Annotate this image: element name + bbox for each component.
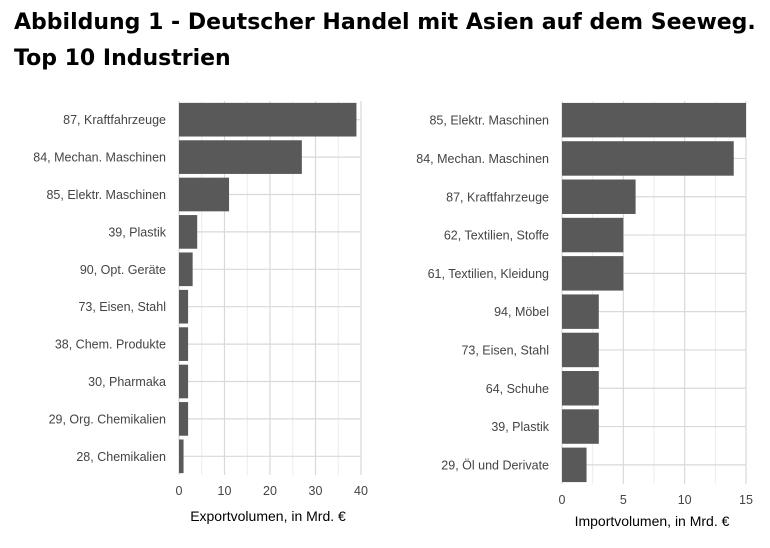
export-category-label: 28, Chemikalien <box>76 450 166 464</box>
figure-title-line-1: Abbildung 1 - Deutscher Handel mit Asien… <box>14 10 756 35</box>
export-bar <box>179 289 189 324</box>
import-category-label: 64, Schuhe <box>486 382 549 396</box>
figure-title-line-2: Top 10 Industrien <box>14 46 231 71</box>
import-bar <box>562 371 599 406</box>
export-category-label: 84, Mechan. Maschinen <box>33 151 166 165</box>
export-tick-label: 40 <box>354 484 368 498</box>
export-bar <box>179 252 193 287</box>
export-category-label: 87, Kraftfahrzeuge <box>63 113 166 127</box>
import-category-label: 39, Plastik <box>491 420 549 434</box>
import-bar <box>562 409 599 444</box>
import-chart: 85, Elektr. Maschinen 84, Mechan. Maschin… <box>416 101 753 529</box>
import-category-label: 29, Öl und Derivate <box>441 458 549 472</box>
export-axis-title: Exportvolumen, in Mrd. € <box>190 508 346 524</box>
export-category-label: 38, Chem. Produkte <box>55 338 166 352</box>
import-bar <box>562 102 746 138</box>
import-category-label: 85, Elektr. Maschinen <box>429 114 549 128</box>
import-bar <box>562 294 599 329</box>
import-category-label: 84, Mechan. Maschinen <box>416 152 549 166</box>
export-bar <box>179 177 230 212</box>
export-bar <box>179 215 198 249</box>
export-bar <box>179 327 189 361</box>
import-tick-label: 15 <box>739 493 753 507</box>
import-bar <box>562 217 624 253</box>
export-category-label: 85, Elektr. Maschinen <box>46 188 166 202</box>
import-bar <box>562 141 734 176</box>
export-category-label: 30, Pharmaka <box>88 375 166 389</box>
export-bar <box>179 102 357 137</box>
import-category-label: 94, Möbel <box>494 305 549 319</box>
export-category-label: 90, Opt. Geräte <box>80 263 166 277</box>
export-tick-label: 10 <box>218 484 232 498</box>
export-bar <box>179 140 302 174</box>
export-chart: 87, Kraftfahrzeuge 84, Mechan. Maschinen 8… <box>33 101 368 524</box>
import-tick-label: 0 <box>559 493 566 507</box>
export-category-label: 73, Eisen, Stahl <box>78 300 166 314</box>
import-category-label: 87, Kraftfahrzeuge <box>446 190 549 204</box>
import-category-label: 73, Eisen, Stahl <box>461 343 549 357</box>
export-bar <box>179 439 184 474</box>
export-tick-label: 0 <box>176 484 183 498</box>
import-bar <box>562 447 587 483</box>
export-category-label: 29, Org. Chemikalien <box>49 412 166 426</box>
import-axis-title: Importvolumen, in Mrd. € <box>575 513 730 529</box>
import-bar <box>562 179 636 214</box>
import-tick-label: 10 <box>678 493 692 507</box>
import-bar <box>562 256 624 291</box>
export-bar <box>179 402 189 436</box>
import-category-label: 62, Textilien, Stoffe <box>444 229 549 243</box>
import-bar <box>562 332 599 368</box>
import-category-label: 61, Textilien, Kleidung <box>428 267 549 281</box>
import-tick-label: 5 <box>620 493 627 507</box>
export-tick-label: 20 <box>263 484 277 498</box>
export-category-label: 39, Plastik <box>108 225 166 239</box>
export-tick-label: 30 <box>309 484 323 498</box>
export-bar <box>179 364 189 399</box>
